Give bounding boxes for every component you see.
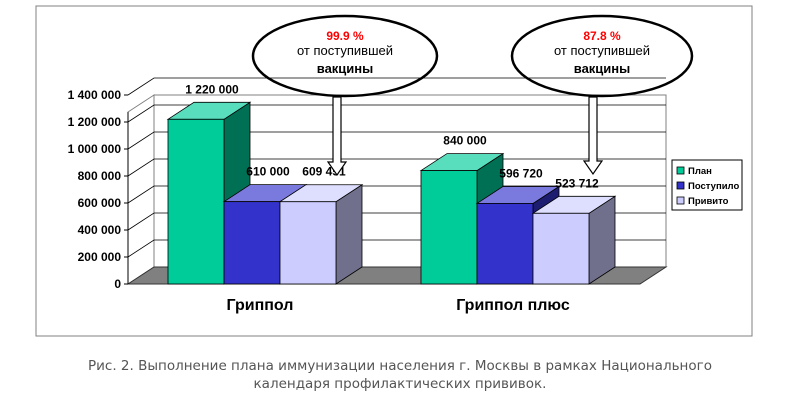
bar-front [279,201,337,285]
y-tick-label: 200 000 [78,250,122,264]
data-label: 840 000 [443,134,487,148]
callout-text-line: вакцины [317,61,374,76]
legend-swatch [676,181,685,190]
figure-caption: Рис. 2. Выполнение плана иммунизации нас… [0,357,800,393]
callout-text-line: от поступившей [297,43,393,58]
callout-ellipse [510,14,694,98]
percent-label: 99.9 % [326,29,364,43]
bar [531,195,617,285]
bar-front [420,170,478,285]
y-axis: 0 200 000 400 000 600 000 800 000 1 000 000 1 … [68,88,129,291]
legend-swatch [676,196,685,205]
y-tick-label: 1 200 000 [68,115,122,129]
y-tick-label: 1 400 000 [68,88,122,102]
category-labels: Гриппол Гриппол плюс [227,297,570,314]
y-tick-label: 400 000 [78,223,122,237]
gridline [127,131,666,150]
chart: 0 200 000 400 000 600 000 800 000 1 000 000 1 … [35,5,753,337]
bars [166,101,617,285]
callout-text-line: от поступившей [554,43,650,58]
data-label: 523 712 [555,176,599,190]
y-tick-label: 1 000 000 [68,142,122,156]
bar [419,152,505,285]
legend-swatch [676,166,685,175]
left-wall [127,94,155,285]
chart-frame: 0 200 000 400 000 600 000 800 000 1 000 000 1 … [35,5,753,337]
bar-front [167,118,225,285]
data-label: 596 720 [499,166,543,180]
annotation-callout: 87.8 %от поступившей вакцины [510,14,694,176]
caption-line-2: календаря профилактических прививок. [253,376,547,392]
callout-arrow [582,96,604,176]
bar-front [476,203,534,285]
y-tick-label: 800 000 [78,169,122,183]
callout-arrow [326,96,348,177]
gridline [127,104,666,123]
bar-front [223,201,281,285]
caption-line-1: Рис. 2. Выполнение плана иммунизации нас… [88,358,712,374]
callout-ellipse [251,14,439,98]
y-tick-label: 0 [114,277,121,291]
legend-label: Поступило [688,181,739,192]
data-label: 1 220 000 [185,82,239,96]
data-label: 610 000 [246,165,290,179]
percent-label: 87.8 % [583,29,621,43]
legend: План Поступило Привито [671,159,743,211]
y-tick-label: 600 000 [78,196,122,210]
legend-label: Привито [688,196,729,207]
category-label: Гриппол плюс [456,297,570,314]
gridline [127,77,666,96]
annotation-callout: 99.9 %от поступившей вакцины [251,14,439,177]
bar-front [532,212,590,285]
bar [278,183,364,285]
callout-text-line: вакцины [574,61,631,76]
bar [166,101,252,285]
category-label: Гриппол [227,297,294,314]
legend-label: План [688,166,712,177]
